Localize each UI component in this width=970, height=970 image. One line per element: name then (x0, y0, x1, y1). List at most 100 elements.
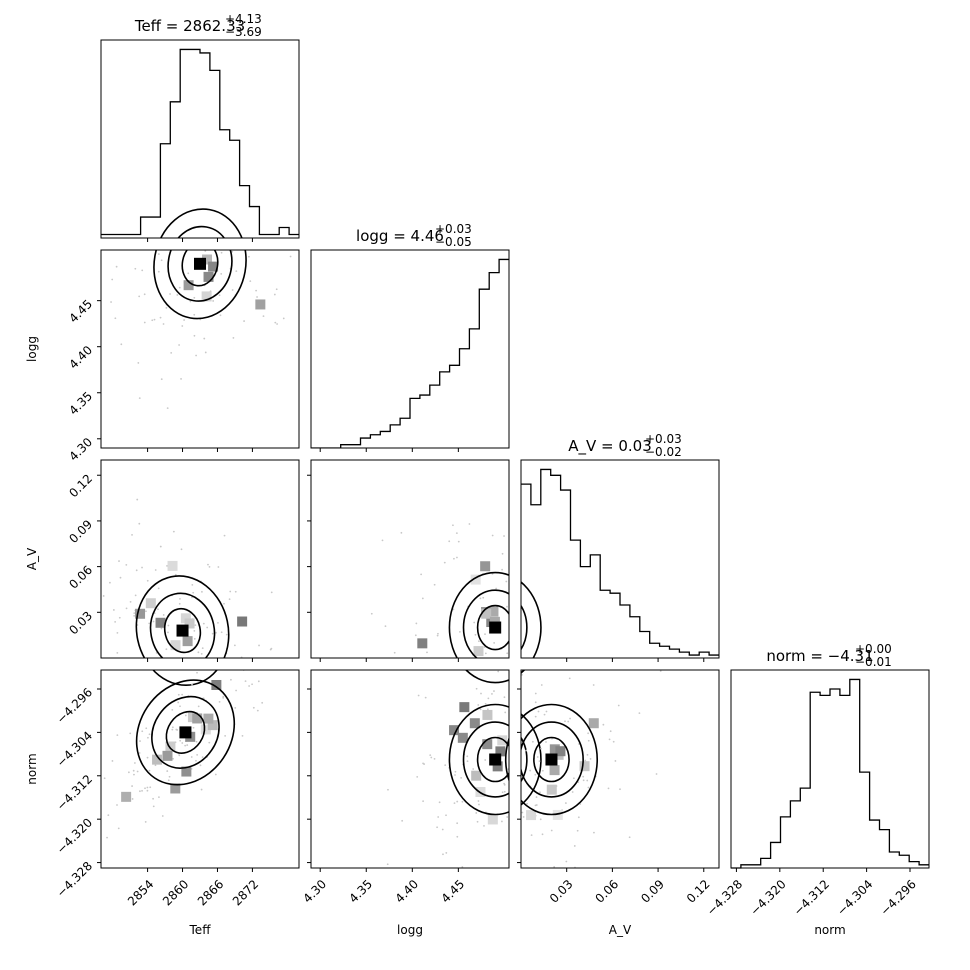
sample-point (144, 787, 146, 790)
sample-point (586, 753, 589, 756)
sample-point (125, 564, 128, 566)
sample-point (138, 295, 141, 298)
density-peak (489, 621, 502, 634)
sample-point (107, 814, 110, 817)
sample-point (466, 755, 469, 758)
sample-point (586, 779, 589, 782)
panel-masks (89, 238, 731, 880)
density-cell (497, 735, 508, 746)
sample-point (252, 706, 255, 709)
sample-point (540, 684, 543, 686)
panel-frame (100, 459, 300, 659)
sample-point (275, 288, 278, 291)
sample-point (208, 741, 211, 744)
sample-point (541, 769, 544, 772)
sample-point (131, 533, 133, 536)
sample-point (456, 822, 459, 825)
sample-point (501, 820, 503, 823)
sample-point (429, 754, 432, 757)
sample-point (197, 705, 200, 708)
sample-point (195, 759, 197, 762)
sample-point (103, 777, 106, 780)
density-cell (470, 574, 481, 585)
sample-point (191, 583, 194, 586)
sample-point (257, 680, 260, 683)
sample-point (183, 319, 186, 321)
sample-point (193, 296, 196, 299)
sample-point (178, 602, 181, 605)
sample-point (455, 532, 458, 534)
sample-point (133, 615, 136, 617)
sample-point (151, 319, 154, 322)
sample-point (243, 320, 245, 322)
sample-point (487, 697, 490, 700)
sample-point (495, 587, 498, 590)
sample-point (110, 301, 112, 303)
sample-point (159, 316, 162, 319)
sample-point (476, 820, 479, 823)
contour-level-1 (165, 710, 206, 754)
sample-point (503, 783, 506, 786)
sample-point (127, 771, 130, 774)
sample-point (178, 344, 180, 346)
x-tick-label-A_V: 0.12 (684, 877, 713, 906)
sample-point (223, 602, 225, 605)
sample-point (222, 696, 225, 699)
contour-level-3 (504, 703, 599, 816)
sample-point (444, 764, 447, 767)
density-cell (170, 783, 181, 794)
x-tick-label-Teff: 2866 (195, 877, 226, 908)
sample-point (172, 530, 175, 533)
sample-point (193, 313, 196, 316)
sample-point (197, 651, 200, 654)
sample-point (157, 587, 160, 590)
density-peak (545, 753, 558, 766)
sample-point (225, 633, 228, 636)
sample-point (466, 760, 469, 763)
sample-point (157, 608, 159, 611)
sample-point (141, 730, 144, 733)
sample-point (114, 317, 117, 320)
density-cell (152, 754, 163, 765)
density-cell (488, 606, 499, 617)
density-cell (549, 765, 560, 776)
sample-point (456, 800, 459, 803)
panel-frame (520, 459, 720, 659)
sample-point (138, 522, 141, 525)
sample-point (535, 796, 538, 798)
sample-point (436, 634, 439, 637)
x-tick-label-norm: −4.304 (834, 877, 875, 918)
mask-bottom (509, 868, 731, 880)
sample-point (192, 591, 195, 594)
density-cell (162, 750, 173, 761)
histogram-logg (311, 258, 509, 449)
sample-point (120, 343, 123, 346)
sample-point (479, 708, 482, 711)
sample-point (154, 764, 157, 767)
sample-point (146, 789, 149, 792)
density-cell (555, 746, 566, 757)
sample-point (202, 622, 205, 625)
sample-point (401, 819, 404, 822)
sample-point (133, 612, 136, 615)
x-tick-label-norm: −4.312 (791, 877, 832, 918)
x-tick-label-logg: 4.40 (392, 877, 421, 906)
mask-right (299, 250, 311, 448)
sample-point (207, 563, 209, 566)
sample-point (165, 306, 168, 309)
sample-point (143, 293, 146, 296)
sample-point (141, 789, 143, 792)
sample-point (178, 286, 181, 289)
sample-point (424, 696, 427, 699)
sample-point (506, 652, 509, 655)
sample-point (143, 321, 146, 324)
sample-point (543, 713, 546, 716)
contour-level-3 (135, 575, 230, 687)
x-tick-label-Teff: 2860 (160, 877, 191, 908)
sample-point (441, 828, 444, 831)
density-cell (526, 810, 537, 821)
contour-level-2 (462, 721, 528, 798)
title-err-minus-norm: −0.01 (855, 655, 892, 669)
sample-point (282, 317, 285, 320)
sample-point (475, 812, 478, 814)
